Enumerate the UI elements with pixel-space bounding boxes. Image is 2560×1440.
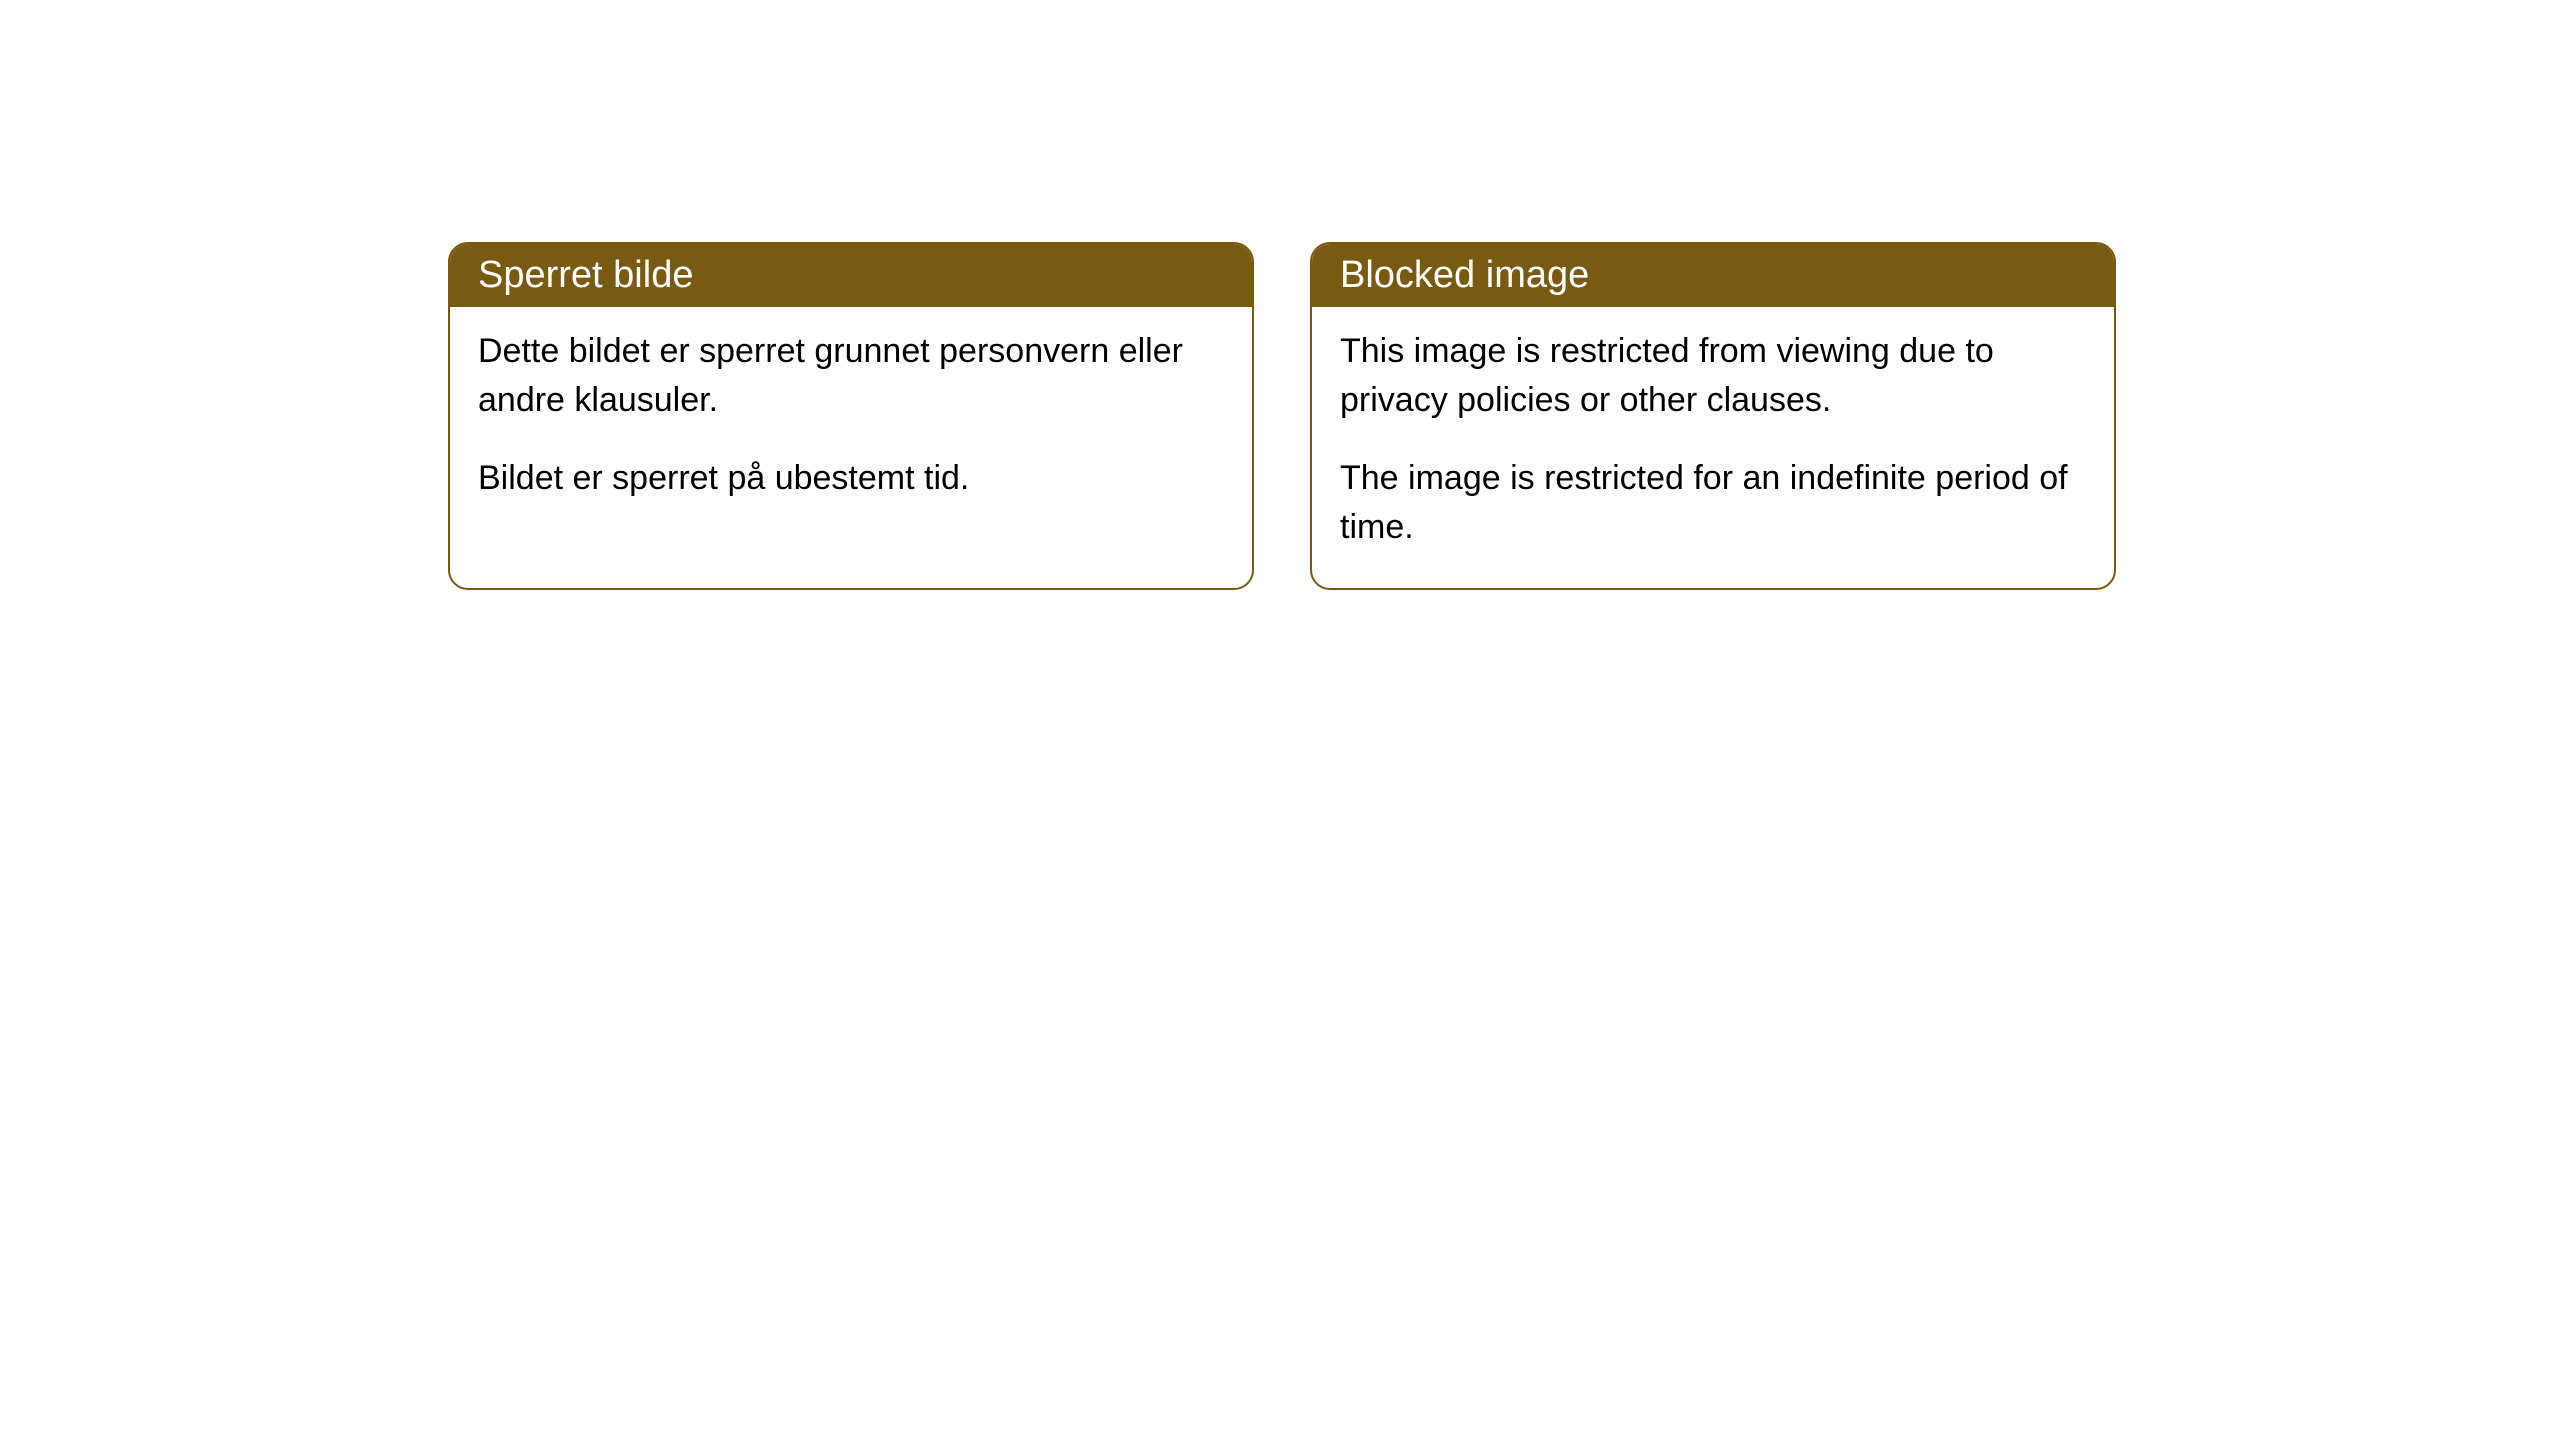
notice-paragraph: Dette bildet er sperret grunnet personve… [478,327,1224,426]
notice-body-norwegian: Dette bildet er sperret grunnet personve… [450,307,1252,539]
notice-paragraph: The image is restricted for an indefinit… [1340,454,2086,553]
notice-container: Sperret bilde Dette bildet er sperret gr… [0,0,2560,590]
notice-header-norwegian: Sperret bilde [450,244,1252,307]
notice-body-english: This image is restricted from viewing du… [1312,307,2114,588]
notice-header-english: Blocked image [1312,244,2114,307]
notice-card-norwegian: Sperret bilde Dette bildet er sperret gr… [448,242,1254,590]
notice-card-english: Blocked image This image is restricted f… [1310,242,2116,590]
notice-paragraph: This image is restricted from viewing du… [1340,327,2086,426]
notice-paragraph: Bildet er sperret på ubestemt tid. [478,454,1224,503]
